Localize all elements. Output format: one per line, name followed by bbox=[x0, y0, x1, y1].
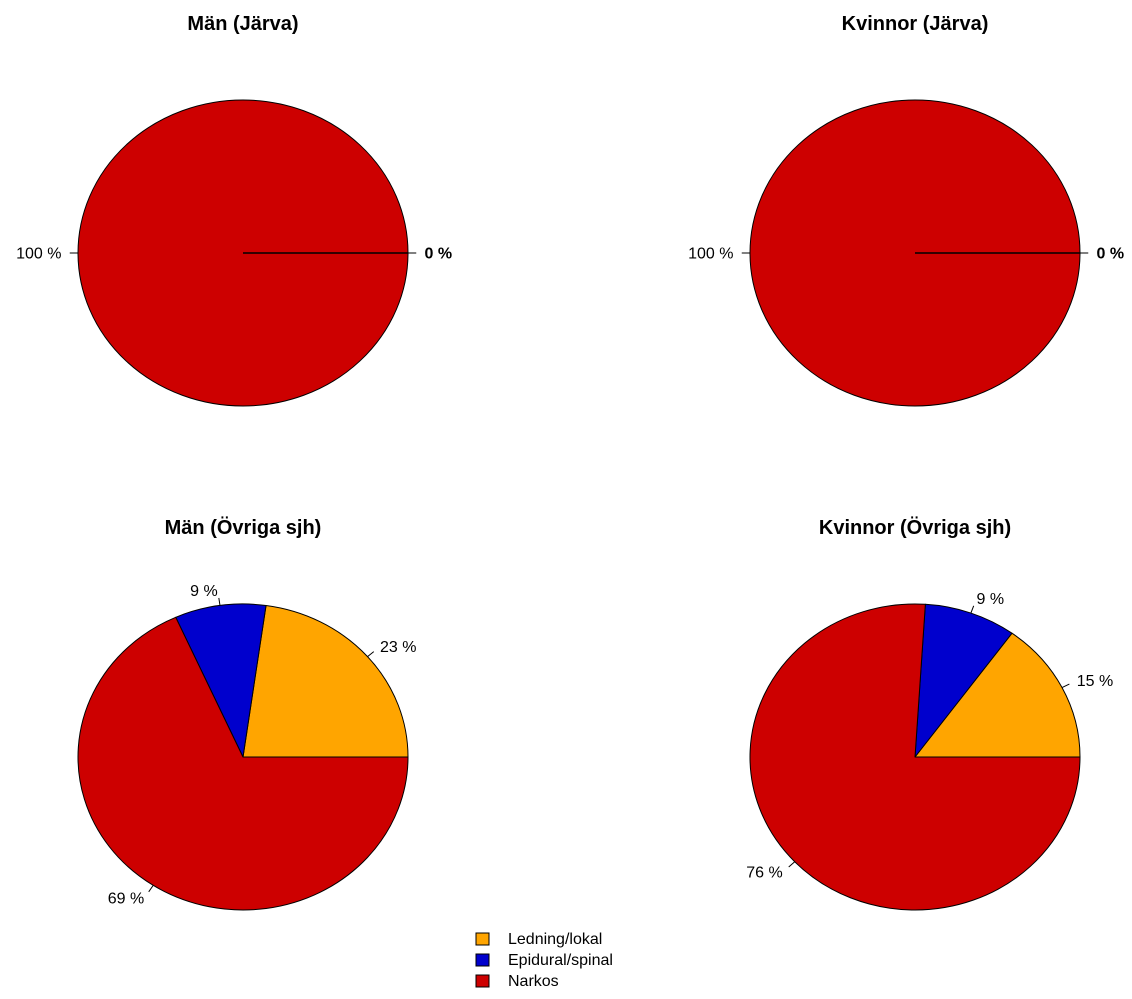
slice-percent-label: 9 % bbox=[190, 583, 218, 600]
pie-panel-4: Kvinnor (Övriga sjh) 15 % 9 % 76 % bbox=[746, 516, 1113, 911]
slice-percent-label: 15 % bbox=[1077, 673, 1113, 690]
label-leader-line bbox=[788, 861, 796, 868]
label-leader-line bbox=[970, 605, 975, 614]
chart-title: Kvinnor (Järva) bbox=[842, 13, 989, 35]
pie-slice-epidural-spinal bbox=[914, 603, 1013, 758]
pie-slice-epidural-spinal bbox=[175, 603, 267, 758]
slice-percent-label: 100 % bbox=[688, 246, 733, 263]
pie-panel-2: Kvinnor (Järva) 0 % 100 % bbox=[688, 13, 1125, 407]
legend-label: Epidural/spinal bbox=[508, 952, 613, 969]
chart-title: Kvinnor (Övriga sjh) bbox=[819, 516, 1011, 539]
slice-percent-label: 23 % bbox=[380, 639, 416, 656]
legend-label: Ledning/lokal bbox=[508, 931, 602, 948]
legend-swatch-narkos bbox=[475, 974, 490, 988]
chart-title: Män (Järva) bbox=[187, 13, 298, 35]
legend-swatch-epidural-spinal bbox=[475, 953, 490, 967]
pie-panel-1: Män (Järva) 0 % 100 % bbox=[16, 13, 453, 407]
label-leader-line bbox=[367, 651, 375, 658]
pie-slice-narkos bbox=[749, 603, 1081, 911]
chart-title: Män (Övriga sjh) bbox=[165, 516, 322, 539]
legend: Ledning/lokal Epidural/spinal Narkos bbox=[475, 931, 613, 990]
slice-percent-label: 0 % bbox=[1097, 246, 1125, 263]
pie-panel-3: Män (Övriga sjh) 23 % 9 % 69 % bbox=[77, 516, 416, 911]
legend-swatch-ledning-lokal bbox=[475, 932, 490, 946]
slice-percent-label: 69 % bbox=[108, 891, 144, 908]
pie-slice-ledning-lokal bbox=[242, 605, 409, 758]
legend-label: Narkos bbox=[508, 973, 559, 990]
label-leader-line bbox=[218, 597, 221, 606]
pie-slice-narkos bbox=[77, 616, 409, 911]
label-leader-line bbox=[1061, 683, 1070, 688]
slice-percent-label: 9 % bbox=[976, 591, 1004, 608]
slice-percent-label: 100 % bbox=[16, 246, 61, 263]
pie-slice-ledning-lokal bbox=[914, 632, 1081, 758]
label-leader-line bbox=[148, 885, 154, 893]
slice-percent-label: 0 % bbox=[425, 246, 453, 263]
slice-percent-label: 76 % bbox=[746, 865, 782, 882]
